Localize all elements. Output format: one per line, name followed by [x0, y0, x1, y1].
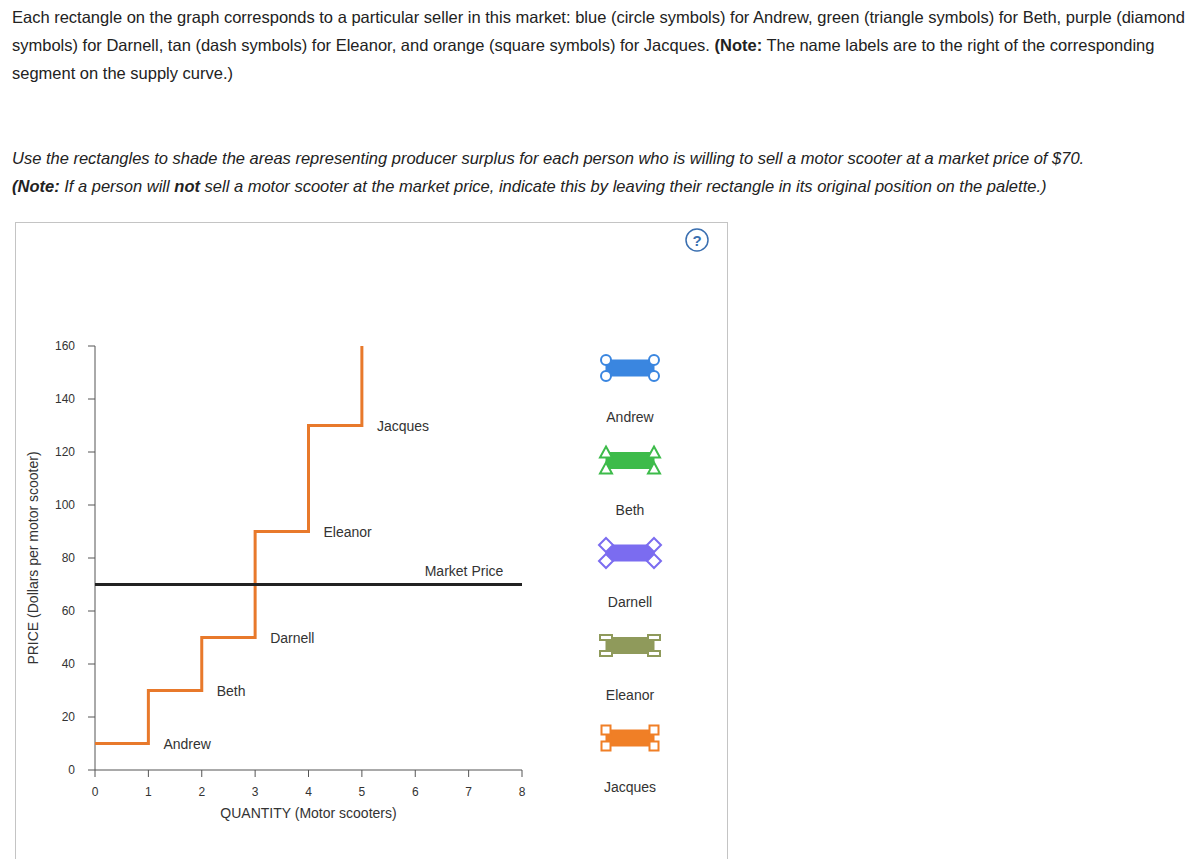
x-tick-label: 8	[519, 785, 526, 799]
x-tick-label: 2	[198, 785, 205, 799]
palette-item[interactable]	[599, 538, 661, 568]
palette-marker	[602, 742, 611, 751]
palette-marker	[599, 538, 613, 552]
note-text: If a person will	[60, 177, 175, 195]
y-tick-label: 0	[68, 763, 75, 777]
palette-marker	[600, 447, 612, 458]
palette-item[interactable]	[600, 447, 660, 474]
x-tick	[308, 770, 309, 777]
palette-label: Darnell	[608, 594, 652, 610]
y-tick	[88, 770, 95, 771]
chart-frame	[15, 222, 728, 859]
y-axis-label: PRICE (Dollars per motor scooter)	[25, 451, 41, 664]
task-text: Use the rectangles to shade the areas re…	[12, 149, 1084, 167]
x-tick-label: 1	[145, 785, 152, 799]
x-tick	[201, 770, 202, 777]
x-tick	[95, 770, 96, 777]
x-tick	[415, 770, 416, 777]
x-tick-label: 7	[465, 785, 472, 799]
note-label: (Note:	[714, 36, 762, 54]
x-tick-label: 3	[252, 785, 259, 799]
y-tick-label: 160	[55, 339, 75, 353]
x-tick-label: 6	[412, 785, 419, 799]
y-tick	[88, 346, 95, 347]
palette-label: Beth	[616, 502, 645, 518]
segment-label: Jacques	[377, 418, 429, 434]
x-tick-label: 4	[305, 785, 312, 799]
y-tick-label: 120	[55, 445, 75, 459]
palette-marker	[600, 635, 612, 640]
palette-marker	[601, 355, 611, 365]
palette-rectangle[interactable]	[606, 360, 654, 376]
palette-marker	[648, 463, 660, 474]
palette-rectangle[interactable]	[606, 730, 654, 746]
x-tick-label: 5	[359, 785, 366, 799]
market-price-label: Market Price	[425, 563, 504, 579]
palette-rectangle[interactable]	[606, 545, 654, 561]
supply-curve	[95, 346, 362, 744]
palette-item[interactable]	[600, 635, 660, 656]
labels: Andrew Beth Darnell Eleanor Jacques Market Pr…	[163, 418, 503, 752]
y-tick-label: 60	[62, 604, 76, 618]
market-price-line	[95, 583, 522, 586]
note-emphasis: not	[174, 177, 200, 195]
palette-marker	[650, 742, 659, 751]
note-label: (Note:	[12, 177, 60, 195]
chart-canvas: ? 0 20 40 60 80 100 120 140 160 0 1 2 3 4 5 6 7 8 QUANTITY …	[0, 0, 1200, 859]
segment-label: Beth	[217, 683, 246, 699]
x-tick-label: 0	[92, 785, 99, 799]
x-tick	[361, 770, 362, 777]
palette-marker	[649, 355, 659, 365]
palette-marker	[602, 726, 611, 735]
y-tick-label: 140	[55, 392, 75, 406]
y-tick	[88, 664, 95, 665]
palette-marker	[600, 463, 612, 474]
segment-label: Eleanor	[324, 524, 373, 540]
palette-item[interactable]	[601, 355, 659, 381]
y-tick-label: 40	[62, 657, 76, 671]
palette-rectangle[interactable]	[606, 638, 654, 654]
help-icon-circle[interactable]	[686, 229, 708, 251]
segment-label: Darnell	[270, 630, 314, 646]
note-text: sell a motor scooter at the market price…	[200, 177, 1047, 195]
x-tick	[148, 770, 149, 777]
palette-marker	[599, 554, 613, 568]
y-tick-label: 100	[55, 498, 75, 512]
x-tick	[468, 770, 469, 777]
x-axis-label: QUANTITY (Motor scooters)	[220, 805, 396, 821]
palette-label: Andrew	[606, 409, 654, 425]
y-tick	[88, 505, 95, 506]
palette-label: Jacques	[604, 779, 656, 795]
palette-marker	[648, 447, 660, 458]
palette-marker	[647, 554, 661, 568]
instructions-paragraph-1: Each rectangle on the graph corresponds …	[12, 3, 1198, 87]
palette-marker	[601, 371, 611, 381]
y-tick	[88, 558, 95, 559]
plot-area	[95, 346, 522, 744]
palette-item[interactable]	[602, 726, 659, 751]
palette-marker	[647, 538, 661, 552]
y-tick	[88, 717, 95, 718]
palette-marker	[650, 726, 659, 735]
palette-rectangle[interactable]	[606, 453, 654, 469]
y-tick	[88, 399, 95, 400]
palette-marker	[600, 651, 612, 656]
y-tick-label: 20	[62, 710, 76, 724]
palette-marker	[649, 371, 659, 381]
x-tick	[522, 770, 523, 777]
palette-label: Eleanor	[606, 687, 655, 703]
x-tick	[255, 770, 256, 777]
help-icon[interactable]: ?	[692, 232, 701, 249]
palette-marker	[648, 651, 660, 656]
instructions-paragraph-2: Use the rectangles to shade the areas re…	[12, 144, 1198, 200]
palette-marker	[648, 635, 660, 640]
y-tick-label: 80	[62, 551, 76, 565]
segment-label: Andrew	[163, 736, 211, 752]
y-tick	[88, 611, 95, 612]
y-tick	[88, 452, 95, 453]
